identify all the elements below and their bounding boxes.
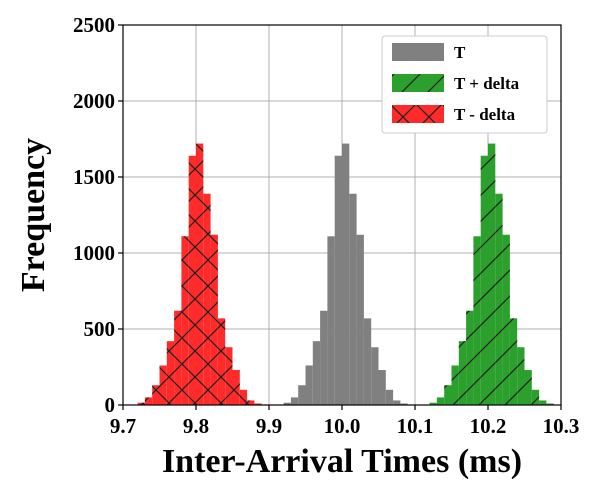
histogram-bar-hatch xyxy=(188,155,196,405)
histogram-bar xyxy=(305,365,313,405)
histogram-bar-hatch xyxy=(458,341,467,405)
histogram-bar xyxy=(363,318,372,405)
histogram-bar xyxy=(342,143,350,405)
legend-swatch xyxy=(392,43,444,61)
histogram-bar-hatch xyxy=(144,397,153,405)
histogram-bar xyxy=(283,402,291,405)
y-tick-label: 1500 xyxy=(73,165,115,189)
series-1-bars xyxy=(429,143,554,405)
legend-label: T - delta xyxy=(454,105,516,124)
histogram-bar-hatch xyxy=(210,234,218,405)
x-tick-label: 10.2 xyxy=(470,414,507,438)
histogram-bar xyxy=(327,236,335,405)
histogram-bar-hatch xyxy=(137,402,145,405)
axis-ticks: 9.7 9.8 9.9 10.0 10.1 10.2 10.3 0 500 1000 1500 200… xyxy=(73,13,579,438)
histogram-bar-hatch xyxy=(517,347,525,405)
histogram-bar-hatch xyxy=(531,389,540,405)
histogram-bar xyxy=(298,385,306,405)
legend-item: T + delta xyxy=(392,74,520,93)
histogram-bar-hatch xyxy=(196,143,204,405)
legend-label: T + delta xyxy=(454,74,520,93)
histogram-bar-hatch xyxy=(152,385,160,405)
x-tick-label: 9.8 xyxy=(183,414,209,438)
series-2-bars xyxy=(137,143,262,405)
histogram-bar-hatch xyxy=(451,365,459,405)
histogram-bar xyxy=(378,370,386,405)
x-tick-label: 10.1 xyxy=(397,414,434,438)
x-tick-label: 9.9 xyxy=(256,414,282,438)
histogram-bar xyxy=(320,310,328,405)
legend-swatch-hatch xyxy=(392,105,444,123)
histogram-bar-hatch xyxy=(524,370,532,405)
histogram-bar-hatch xyxy=(232,370,240,405)
histogram-bar-hatch xyxy=(166,341,175,405)
histogram-bar-hatch xyxy=(247,400,255,405)
histogram-bar xyxy=(400,403,408,405)
x-tick-label: 10.3 xyxy=(543,414,580,438)
y-tick-label: 1000 xyxy=(73,241,115,265)
histogram-bars xyxy=(137,143,554,405)
histogram-bar-hatch xyxy=(488,143,496,405)
histogram-bar xyxy=(349,193,357,405)
series-0-bars xyxy=(283,143,408,405)
y-tick-label: 0 xyxy=(105,393,116,417)
histogram-bar-hatch xyxy=(539,400,547,405)
histogram-bar-hatch xyxy=(174,310,182,405)
histogram-bar-hatch xyxy=(181,236,189,405)
histogram-bar-hatch xyxy=(239,389,248,405)
histogram-bar xyxy=(290,397,299,405)
legend-item: T - delta xyxy=(392,105,516,124)
histogram-bar-hatch xyxy=(480,155,488,405)
histogram-bar xyxy=(356,234,364,405)
histogram-bar xyxy=(371,347,379,405)
histogram-bar-hatch xyxy=(466,310,474,405)
histogram-bar-hatch xyxy=(203,193,211,405)
histogram-bar-hatch xyxy=(444,385,452,405)
x-tick-label: 9.7 xyxy=(110,414,136,438)
histogram-bar-hatch xyxy=(546,403,554,405)
histogram-bar-hatch xyxy=(473,236,481,405)
histogram-bar-hatch xyxy=(159,365,167,405)
histogram-bar xyxy=(393,400,401,405)
x-axis-title: Inter-Arrival Times (ms) xyxy=(162,443,522,480)
histogram-bar-hatch xyxy=(217,318,226,405)
legend-swatch-hatch xyxy=(392,74,444,92)
y-tick-label: 2500 xyxy=(73,13,115,37)
y-tick-label: 2000 xyxy=(73,89,115,113)
histogram-bar-hatch xyxy=(429,402,437,405)
histogram-bar xyxy=(312,341,321,405)
histogram-bar xyxy=(334,155,342,405)
histogram-bar-hatch xyxy=(225,347,233,405)
histogram-bar-hatch xyxy=(502,234,510,405)
histogram-bar-hatch xyxy=(254,403,262,405)
legend-label: T xyxy=(454,43,466,62)
y-tick-label: 500 xyxy=(84,317,116,341)
legend: T T + delta T - delta xyxy=(381,35,548,134)
histogram-bar-hatch xyxy=(495,193,503,405)
y-axis-title: Frequency xyxy=(15,138,52,292)
histogram-bar-hatch xyxy=(509,318,518,405)
histogram-bar-hatch xyxy=(436,397,445,405)
x-tick-label: 10.0 xyxy=(324,414,361,438)
histogram-bar xyxy=(385,389,394,405)
legend-item: T xyxy=(392,43,466,62)
